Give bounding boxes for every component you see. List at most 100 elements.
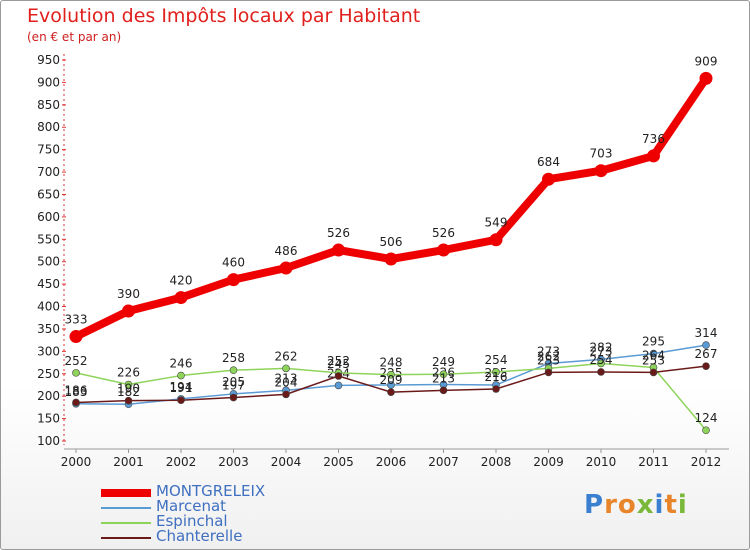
x-tick-label: 2009	[533, 455, 564, 469]
data-point	[384, 252, 398, 266]
data-label: 526	[432, 226, 455, 240]
data-point	[124, 380, 133, 389]
data-label: 197	[222, 379, 245, 393]
data-label: 420	[170, 274, 193, 288]
x-tick-label: 2005	[323, 455, 354, 469]
y-tick-label: 800	[37, 120, 60, 134]
data-label: 213	[275, 371, 298, 385]
data-label: 252	[65, 354, 88, 368]
data-point	[702, 341, 710, 349]
data-label: 249	[432, 355, 455, 369]
x-tick-label: 2011	[638, 455, 669, 469]
data-point	[174, 291, 188, 305]
data-label: 486	[275, 244, 298, 258]
data-label: 295	[642, 335, 665, 349]
data-label: 273	[537, 344, 560, 358]
legend-label: Chanterelle	[156, 527, 243, 545]
x-tick-label: 2006	[376, 455, 407, 469]
y-tick-label: 750	[37, 143, 60, 157]
y-tick-label: 250	[37, 367, 60, 381]
x-tick-label: 2001	[113, 455, 144, 469]
data-label: 253	[537, 353, 560, 367]
data-label: 909	[695, 54, 718, 68]
x-tick-label: 2008	[481, 455, 512, 469]
data-point	[492, 385, 500, 393]
proxiti-logo: Proxiti	[584, 490, 688, 520]
data-label: 190	[117, 382, 140, 396]
data-point	[437, 243, 450, 257]
x-tick-label: 2012	[691, 455, 722, 469]
data-label: 254	[590, 353, 613, 367]
y-tick-label: 350	[37, 322, 60, 336]
x-tick-label: 2007	[428, 455, 459, 469]
data-point	[439, 370, 448, 379]
y-tick-label: 400	[37, 300, 60, 314]
y-tick-label: 550	[37, 232, 60, 246]
data-label: 254	[485, 353, 508, 367]
y-tick-label: 900	[37, 75, 60, 89]
data-label: 549	[485, 216, 508, 230]
data-point	[279, 261, 293, 275]
data-point	[282, 390, 290, 399]
data-label: 245	[327, 357, 350, 371]
chart-title: Evolution des Impôts locaux par Habitant	[27, 5, 421, 27]
data-label: 736	[642, 132, 665, 146]
legend-swatch	[101, 507, 151, 509]
y-tick-label: 150	[37, 412, 60, 426]
data-label: 314	[695, 326, 718, 340]
data-label: 258	[222, 351, 245, 365]
data-label: 282	[590, 340, 613, 354]
data-label: 186	[65, 383, 88, 397]
data-label: 191	[170, 381, 193, 395]
data-point	[177, 371, 185, 380]
data-point	[334, 372, 343, 380]
data-label: 248	[380, 356, 403, 370]
data-label: 262	[537, 349, 560, 363]
data-point	[282, 364, 290, 373]
y-tick-label: 650	[37, 187, 60, 201]
y-tick-label: 600	[37, 210, 60, 224]
y-tick-label: 500	[37, 255, 60, 269]
y-tick-label: 850	[37, 98, 60, 112]
data-point	[649, 368, 658, 377]
data-label: 182	[117, 385, 140, 399]
data-point	[334, 381, 343, 390]
data-label: 273	[590, 344, 613, 358]
data-point	[597, 359, 605, 368]
legend-swatch	[101, 537, 151, 539]
data-label: 253	[642, 353, 665, 367]
y-tick-label: 100	[37, 434, 60, 448]
data-point	[489, 233, 503, 247]
x-tick-label: 2004	[271, 455, 302, 469]
data-point	[227, 273, 240, 287]
data-label: 205	[222, 375, 245, 389]
y-tick-label: 950	[37, 53, 60, 67]
data-label: 216	[485, 370, 508, 384]
data-point	[72, 369, 80, 377]
data-point	[492, 368, 500, 376]
data-point	[177, 396, 185, 405]
data-label: 124	[695, 411, 718, 425]
data-label: 390	[117, 287, 140, 301]
data-point	[72, 398, 80, 407]
data-label: 226	[117, 366, 140, 380]
data-point	[69, 330, 83, 344]
legend-swatch	[101, 522, 151, 524]
data-label: 460	[222, 256, 245, 270]
data-point	[702, 362, 710, 370]
data-label: 526	[327, 226, 350, 240]
data-point	[594, 164, 608, 178]
legend-label: Espinchal	[156, 512, 228, 530]
data-label: 204	[275, 375, 298, 389]
data-label: 333	[65, 313, 88, 327]
x-tick-label: 2000	[61, 455, 92, 469]
data-point	[647, 149, 660, 163]
y-tick-label: 300	[37, 344, 60, 358]
data-label: 262	[275, 349, 298, 363]
data-point	[229, 393, 238, 402]
data-point	[702, 426, 710, 435]
data-label: 246	[170, 357, 193, 371]
data-label: 506	[380, 235, 403, 249]
data-label: 703	[590, 147, 613, 161]
